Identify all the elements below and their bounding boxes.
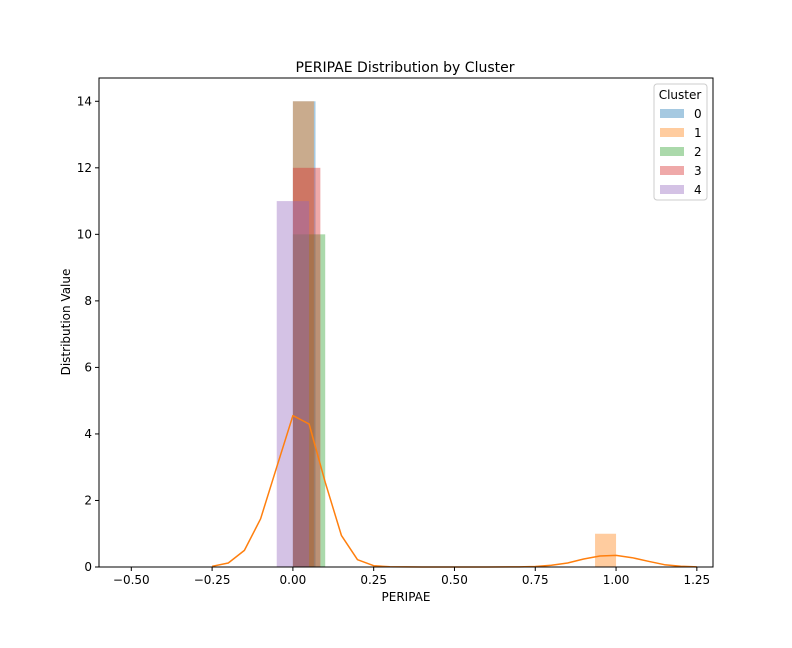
y-tick-label: 12 [77,161,92,175]
histogram-bar-cluster-4-0 [276,201,310,567]
y-tick-label: 0 [84,560,92,574]
legend-swatch-cluster-0 [660,109,684,118]
legend-label-cluster-4: 4 [694,183,702,197]
histogram-bar-cluster-2-0 [292,234,326,568]
x-tick-label: −0.50 [113,573,150,587]
legend-label-cluster-2: 2 [694,145,702,159]
plot-area [211,101,697,568]
x-tick-label: 1.25 [683,573,710,587]
legend-entries: 0 1 2 3 4 [660,107,702,197]
x-tick-label: −0.25 [194,573,231,587]
histogram-bar-cluster-1-0 [292,101,314,568]
chart-title: PERIPAE Distribution by Cluster [295,60,514,76]
legend-title: Cluster [659,88,702,102]
x-tick-label: 0.50 [441,573,468,587]
y-axis: 0 2 4 6 8 10 12 14 [77,94,99,574]
y-tick-label: 2 [84,493,92,507]
y-tick-label: 4 [84,427,92,441]
legend-label-cluster-1: 1 [694,126,702,140]
x-tick-label: 0.00 [280,573,307,587]
y-tick-label: 10 [77,227,92,241]
x-axis: −0.50 −0.25 0.00 0.25 0.50 0.75 1.00 1.25 [113,567,710,587]
x-axis-label: PERIPAE [382,590,431,604]
legend-swatch-cluster-3 [660,166,684,175]
legend-swatch-cluster-4 [660,185,684,194]
legend-label-cluster-0: 0 [694,107,702,121]
legend-swatch-cluster-1 [660,128,684,137]
y-tick-label: 6 [84,360,92,374]
legend-label-cluster-3: 3 [694,164,702,178]
x-tick-label: 0.25 [360,573,387,587]
y-axis-label: Distribution Value [59,269,73,376]
legend-swatch-cluster-2 [660,147,684,156]
y-tick-label: 14 [77,94,92,108]
histogram-bar-cluster-3-0 [292,167,321,567]
histogram-bar-cluster-1-1 [595,533,617,567]
x-tick-label: 1.00 [603,573,630,587]
histogram-bar-cluster-0-0 [292,101,316,568]
x-tick-label: 0.75 [522,573,549,587]
legend: Cluster 0 1 2 3 4 [653,83,708,201]
y-tick-label: 8 [84,294,92,308]
plot-frame [98,77,714,568]
legend-box [653,83,708,201]
